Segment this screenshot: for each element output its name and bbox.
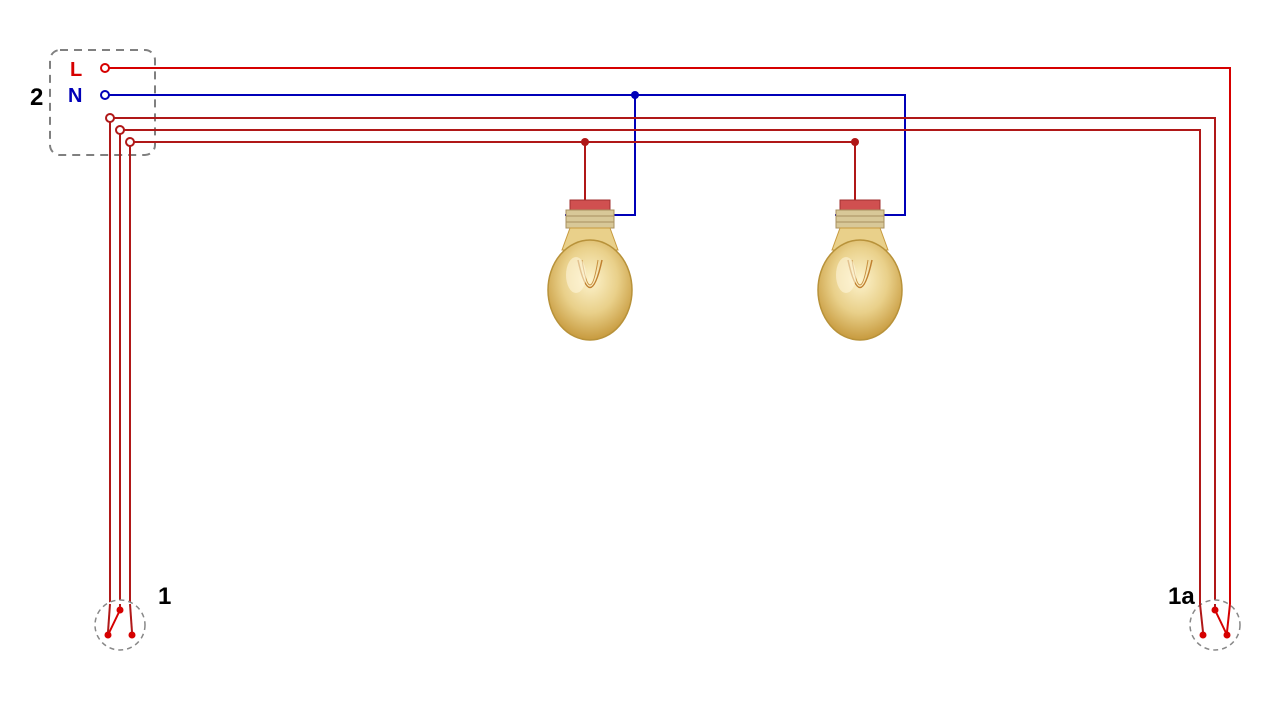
switch-left-label: 1 xyxy=(158,583,171,610)
terminal-neutral xyxy=(101,91,109,99)
live-label: L xyxy=(70,59,82,81)
switch-right xyxy=(1190,600,1240,650)
switch-right-label: 1a xyxy=(1168,583,1195,610)
wire-neutral-main xyxy=(109,95,905,215)
bulb-1 xyxy=(548,200,632,340)
wire-live-main xyxy=(109,68,1230,604)
neutral-node xyxy=(631,91,639,99)
junction-label: 2 xyxy=(30,84,43,111)
bulb-2 xyxy=(818,200,902,340)
wiring-diagram: 2 L N xyxy=(0,0,1280,720)
wire-neutral-branch xyxy=(565,95,635,215)
terminal-live xyxy=(101,64,109,72)
switch-left xyxy=(95,600,145,650)
terminal-sw2 xyxy=(116,126,124,134)
wire-strap-mid xyxy=(124,130,1200,604)
wire-strap-top xyxy=(114,118,1215,604)
feed-node-bulb2 xyxy=(851,138,859,146)
neutral-label: N xyxy=(68,85,82,107)
terminal-sw3 xyxy=(126,138,134,146)
feed-node-bulb1 xyxy=(581,138,589,146)
terminal-sw1 xyxy=(106,114,114,122)
